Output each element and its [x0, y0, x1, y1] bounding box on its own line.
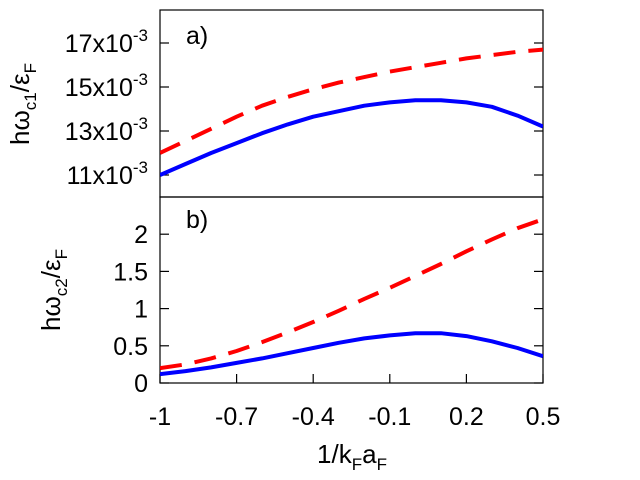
panel-a-label: a)	[186, 22, 208, 50]
panel-a-series	[160, 47, 543, 177]
panel-a-ylabel: hωc1/εF	[5, 63, 40, 145]
panel-b-series-solid	[160, 331, 543, 377]
x-tick-label: -0.7	[215, 403, 258, 431]
panel-b: 0 0.5 1 1.5 2 -1 -0.7 -0.4 -0.1 0.2 0.5 b) hωc2/ε…	[36, 196, 561, 474]
panel-b-ylabel: hωc2/εF	[36, 249, 71, 331]
panel-b-ytick-label: 0	[134, 370, 148, 398]
x-tick-label: -1	[149, 403, 171, 431]
panel-a-series-dashed	[160, 47, 543, 155]
panel-a-ytick-label: 17x10-3	[65, 26, 148, 58]
panel-a-y-ticks: 11x10-3 13x10-3 15x10-3 17x10-3	[65, 26, 543, 190]
panel-b-series-dashed	[160, 217, 543, 371]
panel-a-ytick-label: 11x10-3	[67, 158, 148, 190]
panel-a-frame	[159, 9, 544, 198]
panel-b-ytick-label: 0.5	[113, 333, 148, 361]
panel-a-series-solid	[160, 98, 543, 177]
panel-b-label: b)	[186, 206, 208, 234]
panel-a: 11x10-3 13x10-3 15x10-3 17x10-3 a) hωc1/εF	[5, 9, 544, 198]
x-tick-label: -0.1	[368, 403, 411, 431]
panel-b-ytick-label: 1	[134, 296, 148, 324]
panel-b-frame	[159, 196, 544, 384]
panel-b-series	[160, 217, 543, 377]
panel-a-ytick-label: 15x10-3	[65, 70, 148, 102]
x-axis-label: 1/kFaF	[317, 439, 387, 474]
panel-b-ytick-label: 2	[134, 221, 148, 249]
panel-b-y-ticks: 0 0.5 1 1.5 2	[113, 221, 543, 398]
x-tick-label: 0.2	[449, 403, 484, 431]
x-tick-label: 0.5	[526, 403, 561, 431]
x-tick-label: -0.4	[292, 403, 335, 431]
panel-a-ytick-label: 13x10-3	[65, 114, 148, 146]
panel-b-x-ticks: -1 -0.7 -0.4 -0.1 0.2 0.5	[149, 374, 561, 431]
panel-b-ytick-label: 1.5	[113, 258, 148, 286]
